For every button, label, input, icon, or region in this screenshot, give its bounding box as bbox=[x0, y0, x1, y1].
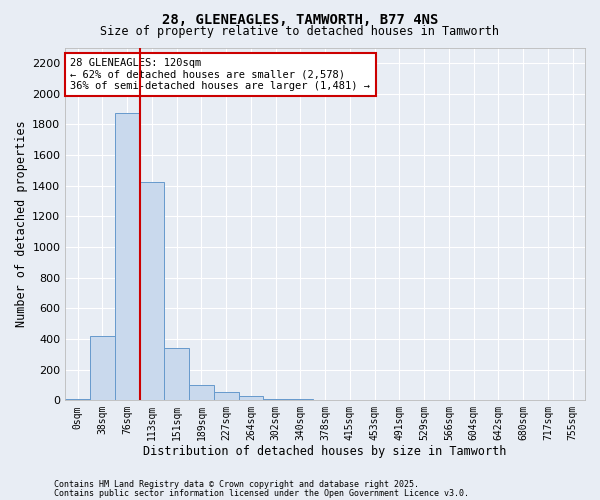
Bar bbox=[140, 182, 164, 400]
Bar bbox=[115, 114, 140, 400]
Bar bbox=[189, 385, 214, 400]
Bar bbox=[239, 396, 263, 400]
Text: Size of property relative to detached houses in Tamworth: Size of property relative to detached ho… bbox=[101, 25, 499, 38]
X-axis label: Distribution of detached houses by size in Tamworth: Distribution of detached houses by size … bbox=[143, 444, 507, 458]
Bar bbox=[214, 392, 239, 400]
Bar bbox=[164, 348, 189, 400]
Bar bbox=[65, 398, 90, 400]
Bar bbox=[263, 398, 288, 400]
Y-axis label: Number of detached properties: Number of detached properties bbox=[15, 120, 28, 327]
Text: 28, GLENEAGLES, TAMWORTH, B77 4NS: 28, GLENEAGLES, TAMWORTH, B77 4NS bbox=[162, 12, 438, 26]
Bar bbox=[90, 336, 115, 400]
Text: Contains public sector information licensed under the Open Government Licence v3: Contains public sector information licen… bbox=[54, 488, 469, 498]
Text: Contains HM Land Registry data © Crown copyright and database right 2025.: Contains HM Land Registry data © Crown c… bbox=[54, 480, 419, 489]
Text: 28 GLENEAGLES: 120sqm
← 62% of detached houses are smaller (2,578)
36% of semi-d: 28 GLENEAGLES: 120sqm ← 62% of detached … bbox=[70, 58, 370, 92]
